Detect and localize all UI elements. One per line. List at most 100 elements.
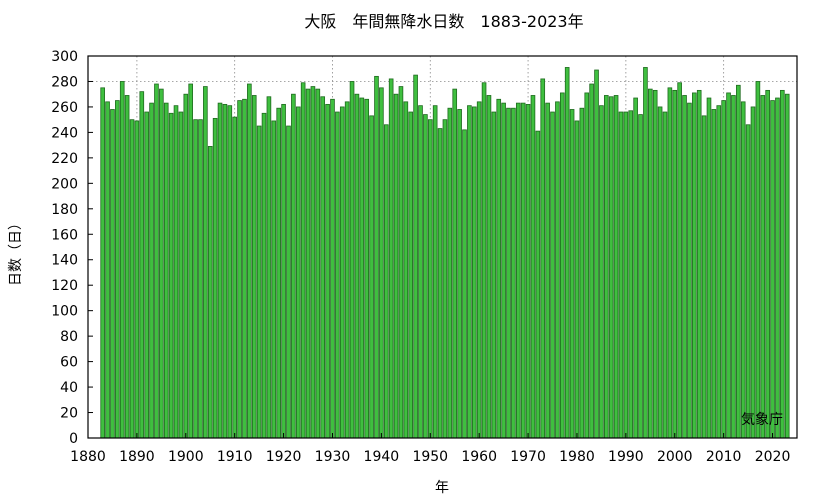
bar bbox=[276, 107, 282, 439]
bar bbox=[139, 91, 145, 439]
chart-title: 大阪 年間無降水日数 1883-2023年 bbox=[304, 12, 583, 31]
bar bbox=[716, 105, 722, 439]
bar bbox=[374, 75, 379, 439]
x-tick-label: 1920 bbox=[266, 449, 302, 465]
x-tick-label: 1980 bbox=[559, 449, 595, 465]
bar bbox=[623, 111, 629, 439]
bars bbox=[100, 67, 790, 439]
y-tick-label: 180 bbox=[51, 202, 78, 218]
bar bbox=[261, 112, 267, 439]
bar bbox=[638, 114, 643, 439]
bar bbox=[496, 98, 502, 439]
bar bbox=[193, 119, 198, 439]
x-tick-label: 1910 bbox=[217, 449, 253, 465]
bar bbox=[442, 119, 448, 439]
bar bbox=[740, 101, 746, 439]
bar bbox=[721, 100, 726, 439]
x-tick-label: 1960 bbox=[461, 449, 497, 465]
bar bbox=[232, 116, 237, 439]
bar bbox=[418, 105, 423, 439]
bar bbox=[300, 82, 306, 439]
bar bbox=[545, 102, 550, 439]
y-tick-label: 240 bbox=[51, 125, 78, 141]
bar bbox=[770, 100, 775, 439]
bar bbox=[755, 81, 761, 439]
bar bbox=[618, 111, 624, 439]
bar bbox=[413, 74, 418, 439]
y-tick-label: 220 bbox=[51, 151, 78, 167]
bar bbox=[212, 117, 218, 439]
y-tick-label: 140 bbox=[51, 253, 78, 269]
bar bbox=[506, 107, 511, 439]
bar bbox=[775, 97, 780, 439]
bar bbox=[159, 88, 164, 439]
bar bbox=[520, 102, 526, 439]
bar bbox=[540, 78, 546, 439]
y-axis-label: 日数（日） bbox=[8, 216, 24, 286]
bar bbox=[222, 103, 228, 439]
y-tick-label: 200 bbox=[51, 176, 78, 192]
bar bbox=[726, 92, 731, 439]
source-note: 気象庁 bbox=[741, 412, 783, 428]
bar bbox=[388, 78, 394, 439]
bar bbox=[476, 101, 482, 439]
bar bbox=[452, 88, 458, 439]
bar bbox=[403, 101, 409, 439]
bar bbox=[784, 93, 790, 439]
bar bbox=[633, 97, 638, 439]
bar bbox=[339, 106, 345, 439]
bar bbox=[467, 105, 472, 439]
bar bbox=[599, 105, 604, 439]
bar bbox=[696, 89, 702, 439]
bar bbox=[178, 111, 184, 439]
bar bbox=[281, 103, 286, 439]
bar bbox=[256, 125, 262, 439]
bar bbox=[437, 128, 443, 439]
bar bbox=[188, 83, 193, 439]
x-tick-labels: 1880 1890 1900 1910 1920 1930 1940 1950 1960 1970… bbox=[70, 449, 790, 465]
y-tick-label: 280 bbox=[51, 74, 78, 90]
bar bbox=[251, 95, 257, 439]
bar bbox=[217, 102, 223, 439]
bar bbox=[584, 92, 590, 439]
bar bbox=[569, 109, 575, 439]
y-tick-label: 120 bbox=[51, 278, 78, 294]
bar bbox=[398, 86, 404, 439]
bar bbox=[594, 69, 599, 439]
bar bbox=[628, 110, 634, 439]
y-tick-label: 100 bbox=[51, 304, 78, 320]
y-tick-label: 80 bbox=[60, 329, 78, 345]
bar bbox=[736, 84, 741, 439]
bar bbox=[579, 107, 585, 439]
bar bbox=[198, 119, 203, 439]
bar bbox=[643, 67, 648, 439]
bar bbox=[305, 88, 311, 439]
bar bbox=[501, 102, 506, 439]
bar bbox=[677, 82, 682, 439]
bar bbox=[657, 106, 663, 439]
bar bbox=[648, 88, 653, 439]
bar bbox=[745, 124, 751, 439]
bar bbox=[550, 111, 555, 439]
bar bbox=[354, 93, 360, 439]
x-tick-label: 2020 bbox=[755, 449, 791, 465]
bar bbox=[608, 96, 614, 439]
bar bbox=[491, 111, 497, 439]
bar bbox=[266, 96, 272, 439]
bar bbox=[511, 107, 516, 439]
bar bbox=[780, 89, 785, 439]
bar bbox=[149, 102, 154, 439]
bar bbox=[750, 106, 756, 439]
bar bbox=[163, 102, 169, 439]
bar bbox=[672, 89, 678, 439]
bar bbox=[706, 97, 712, 439]
bar bbox=[383, 124, 389, 439]
bar bbox=[110, 109, 115, 439]
bar bbox=[559, 92, 565, 439]
bar bbox=[242, 98, 247, 439]
bar bbox=[105, 101, 110, 439]
bar bbox=[325, 103, 330, 439]
bar bbox=[154, 83, 159, 439]
bar bbox=[457, 109, 462, 439]
